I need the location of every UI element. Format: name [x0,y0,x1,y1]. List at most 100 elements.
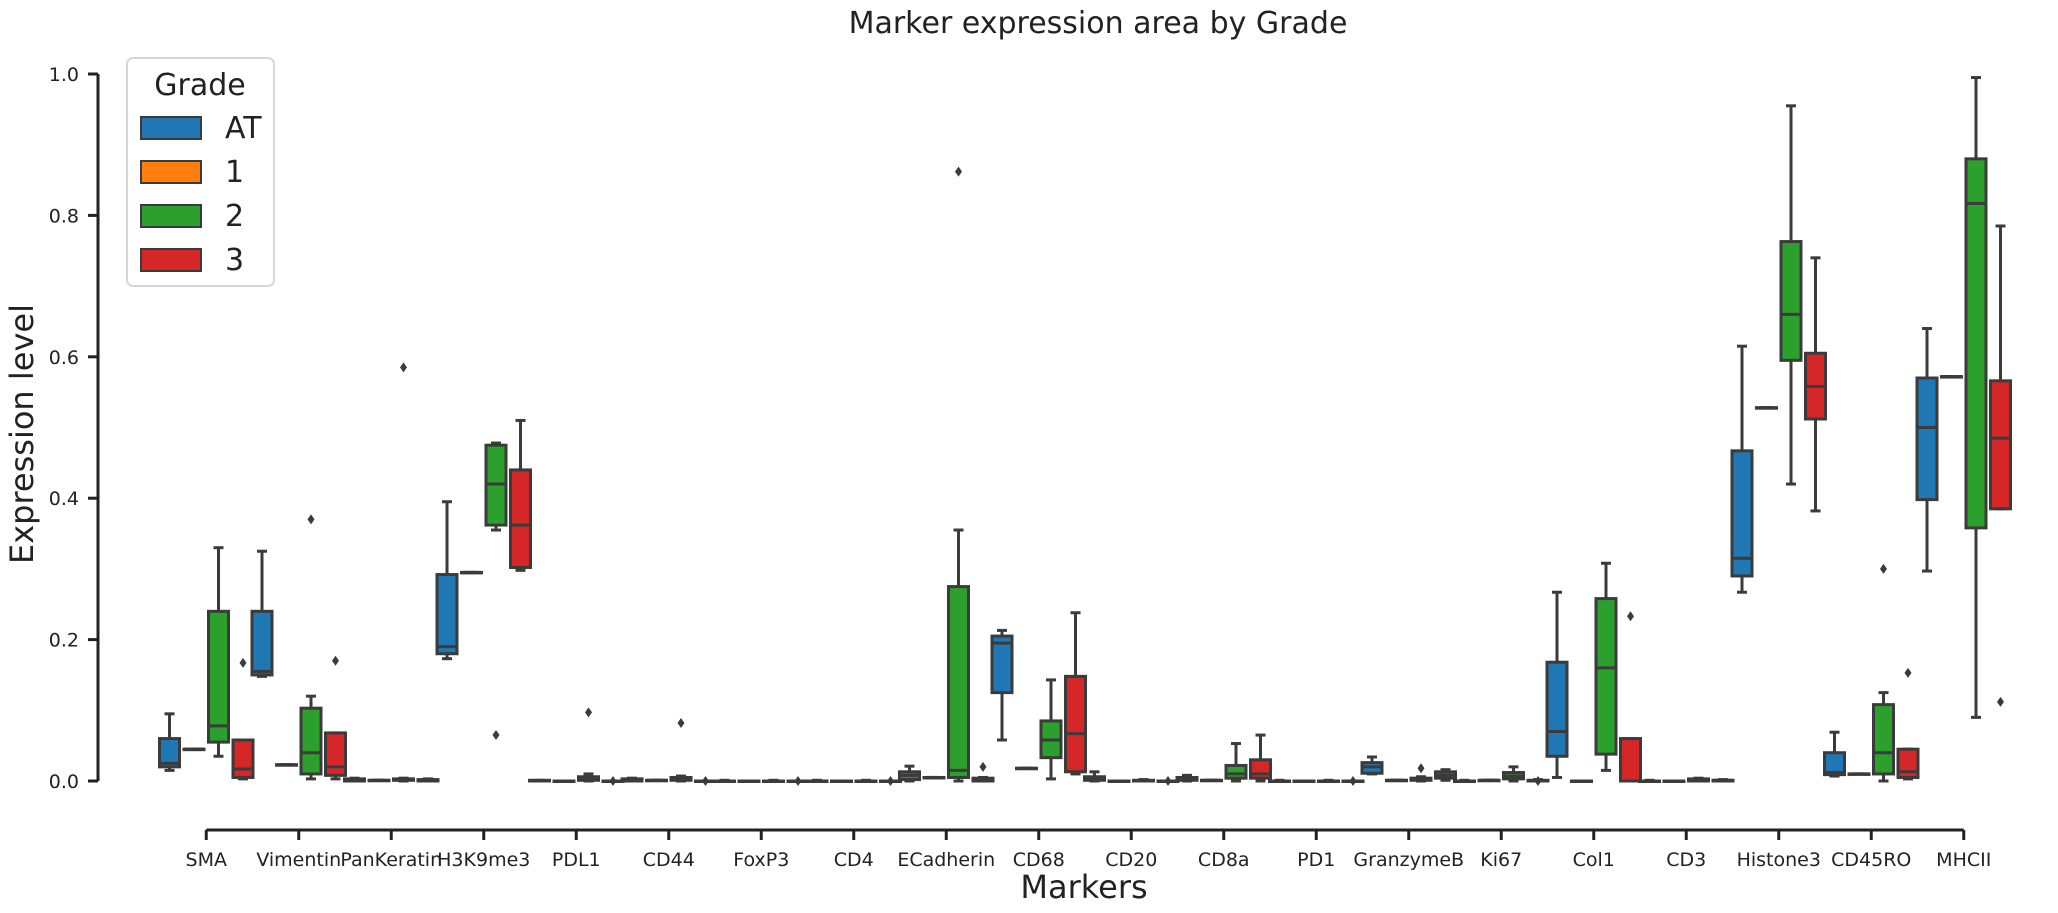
y-tick-label: 0.8 [49,205,79,227]
x-tick-label: PDL1 [552,849,601,871]
box-CD8a-2 [1224,742,1248,783]
box-iqr [1823,751,1846,777]
box-CD20-AT [1083,770,1106,783]
outlier-point [492,730,500,741]
box-CD20-2 [1132,778,1155,783]
box-Ki67-2 [1502,765,1525,783]
box-Histone3-2 [1779,104,1803,486]
legend-label: 2 [225,199,244,234]
box-PanKeratin-2 [392,362,415,783]
box-H3K9me3-AT [435,500,459,661]
y-tick-label: 0.0 [49,771,79,793]
box-CD3-1 [1662,779,1686,783]
box-SMA-2 [207,546,230,758]
box-CD4-1 [830,779,853,783]
box-iqr [1064,674,1087,774]
legend-item: 1 [140,155,244,190]
box-CD68-1 [1015,766,1038,771]
chart-title: Marker expression area by Grade [849,6,1348,41]
legend-title: Grade [154,68,245,103]
box-Col1-1 [1570,779,1593,783]
box-PD1-1 [1292,779,1316,783]
box-PDL1-2 [577,707,600,783]
box-SMA-3 [231,657,255,781]
box-iqr [231,738,255,779]
x-tick-label: CD4 [834,849,874,871]
x-tick-label: CD45RO [1831,849,1911,871]
x-tick-label: CD68 [1013,849,1065,871]
outlier-point [307,514,315,525]
box-CD20-3 [1156,776,1180,786]
box-CD44-AT [620,776,644,783]
x-tick-label: PanKeratin [340,849,442,871]
outlier-point [1534,776,1542,786]
box-CD3-2 [1687,776,1710,783]
box-iqr [947,585,970,779]
box-GranzymeB-3 [1434,768,1457,782]
x-axis-label: Markers [1020,868,1147,906]
box-H3K9me3-2 [484,441,508,741]
box-H3K9me3-3 [509,418,532,572]
box-iqr [1730,449,1754,578]
outlier-point [1627,611,1634,622]
box-CD45RO-3 [1896,667,1920,781]
box-PDL1-1 [552,779,576,783]
box-CD8a-1 [1200,778,1223,783]
box-FoxP3-AT [713,778,736,783]
x-tick-label: SMA [186,849,227,871]
outlier-point [1349,776,1357,786]
box-MHCII-1 [1940,375,1963,379]
box-CD45RO-1 [1847,772,1871,776]
box-MHCII-AT [1915,327,1939,573]
box-GranzymeB-1 [1385,778,1408,783]
box-iqr [1915,376,1939,502]
box-Vimentin-3 [324,655,347,781]
outlier-point [955,166,962,177]
box-series-group [158,76,2012,786]
box-iqr [158,737,181,769]
box-GranzymeB-2 [1409,763,1433,783]
box-iqr [990,634,1014,695]
y-tick-label: 1.0 [49,64,79,86]
outlier-point [1880,563,1887,574]
legend-label: 1 [225,155,244,190]
box-CD68-3 [1064,611,1087,776]
outlier-point [677,718,685,729]
box-Vimentin-AT [250,549,274,678]
box-CD44-3 [694,776,717,786]
box-MHCII-2 [1964,76,1988,719]
x-tick-label: Vimentin [256,849,341,871]
legend-swatch [140,248,202,272]
box-CD45RO-AT [1823,730,1846,778]
box-SMA-1 [182,747,206,752]
box-ECadherin-3 [971,761,995,783]
box-CD68-AT [990,628,1014,742]
outlier-point [400,362,407,373]
box-ECadherin-AT [898,764,921,783]
box-PDL1-AT [528,778,551,783]
box-FoxP3-3 [786,776,810,786]
y-tick-label: 0.2 [49,630,79,652]
outlier-point [332,655,339,666]
x-tick-label: MHCII [1936,849,1991,871]
legend-label: 3 [225,243,244,278]
box-Histone3-AT [1730,344,1754,594]
box-PanKeratin-AT [343,776,366,783]
x-tick-label: CD20 [1105,849,1157,871]
legend-item: 3 [140,243,244,278]
box-H3K9me3-1 [460,570,483,575]
box-CD4-2 [854,778,878,783]
box-CD4-3 [879,776,902,786]
outlier-point [1904,667,1912,678]
box-CD44-1 [645,778,668,783]
legend-item: AT [140,111,262,146]
legend-label: AT [225,111,262,146]
box-PanKeratin-3 [416,777,440,783]
x-tick-label: FoxP3 [733,849,789,871]
outlier-point [979,761,987,772]
box-Ki67-3 [1526,776,1550,786]
legend-item: 2 [140,199,244,234]
box-Col1-2 [1594,561,1618,772]
